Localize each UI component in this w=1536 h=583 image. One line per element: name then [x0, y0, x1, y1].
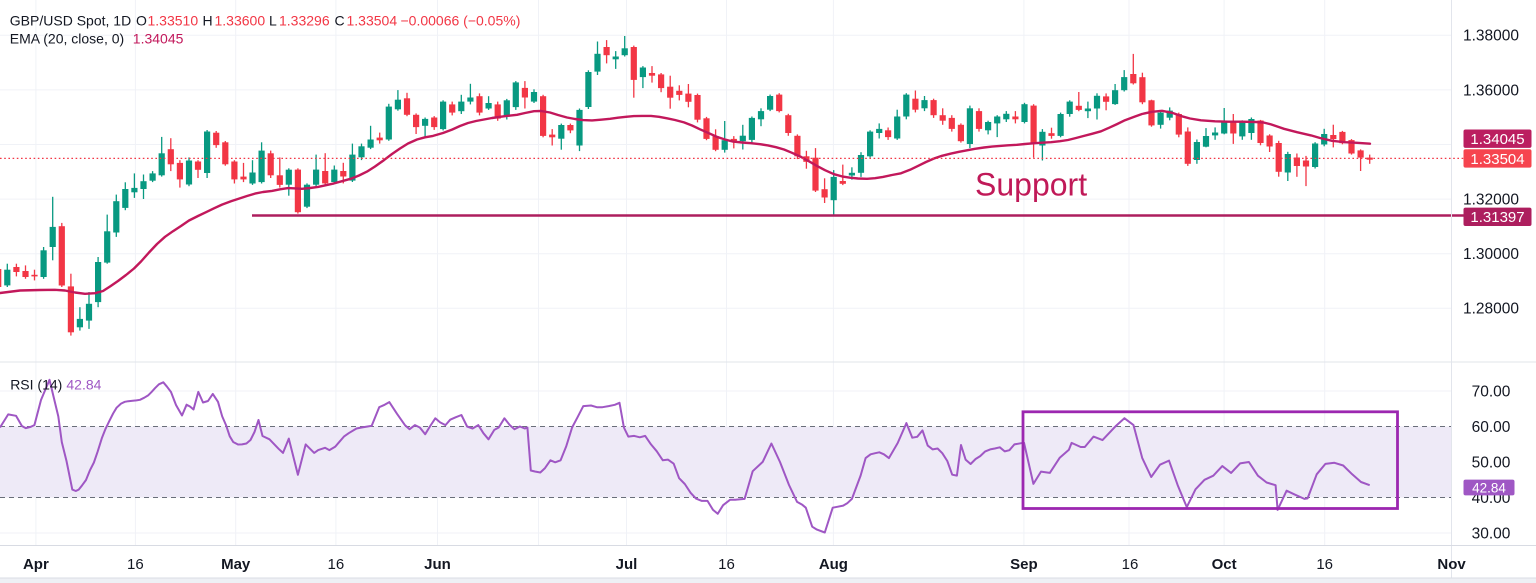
- svg-text:1.34045: 1.34045: [1470, 131, 1524, 148]
- svg-text:16: 16: [127, 556, 144, 573]
- svg-text:60.00: 60.00: [1472, 419, 1511, 436]
- svg-text:RSI (14)42.84: RSI (14) 42.84: [10, 377, 101, 393]
- svg-text:Oct: Oct: [1212, 556, 1237, 573]
- svg-text:30.00: 30.00: [1472, 525, 1511, 542]
- svg-text:1.28000: 1.28000: [1463, 301, 1519, 318]
- svg-text:16: 16: [1316, 556, 1333, 573]
- svg-text:1.30000: 1.30000: [1463, 246, 1519, 263]
- svg-text:Aug: Aug: [819, 556, 848, 573]
- svg-text:Jun: Jun: [424, 556, 451, 573]
- svg-text:42.84: 42.84: [1472, 480, 1506, 495]
- svg-text:Jul: Jul: [616, 556, 638, 573]
- svg-text:May: May: [221, 556, 251, 573]
- svg-text:1.31397: 1.31397: [1470, 209, 1524, 226]
- svg-text:Nov: Nov: [1437, 556, 1466, 573]
- svg-text:1.36000: 1.36000: [1463, 82, 1519, 99]
- svg-text:1.33504: 1.33504: [1470, 151, 1524, 168]
- svg-text:Apr: Apr: [23, 556, 49, 573]
- svg-text:1.38000: 1.38000: [1463, 28, 1519, 45]
- svg-text:16: 16: [328, 556, 345, 573]
- svg-text:50.00: 50.00: [1472, 454, 1511, 471]
- svg-text:Sep: Sep: [1010, 556, 1038, 573]
- svg-text:EMA (20, close, 0)1.34045: EMA (20, close, 0) 1.34045: [10, 31, 184, 47]
- svg-text:70.00: 70.00: [1472, 383, 1511, 400]
- svg-text:16: 16: [1122, 556, 1139, 573]
- svg-text:Support: Support: [975, 167, 1087, 203]
- svg-text:16: 16: [718, 556, 735, 573]
- svg-text:1.32000: 1.32000: [1463, 192, 1519, 209]
